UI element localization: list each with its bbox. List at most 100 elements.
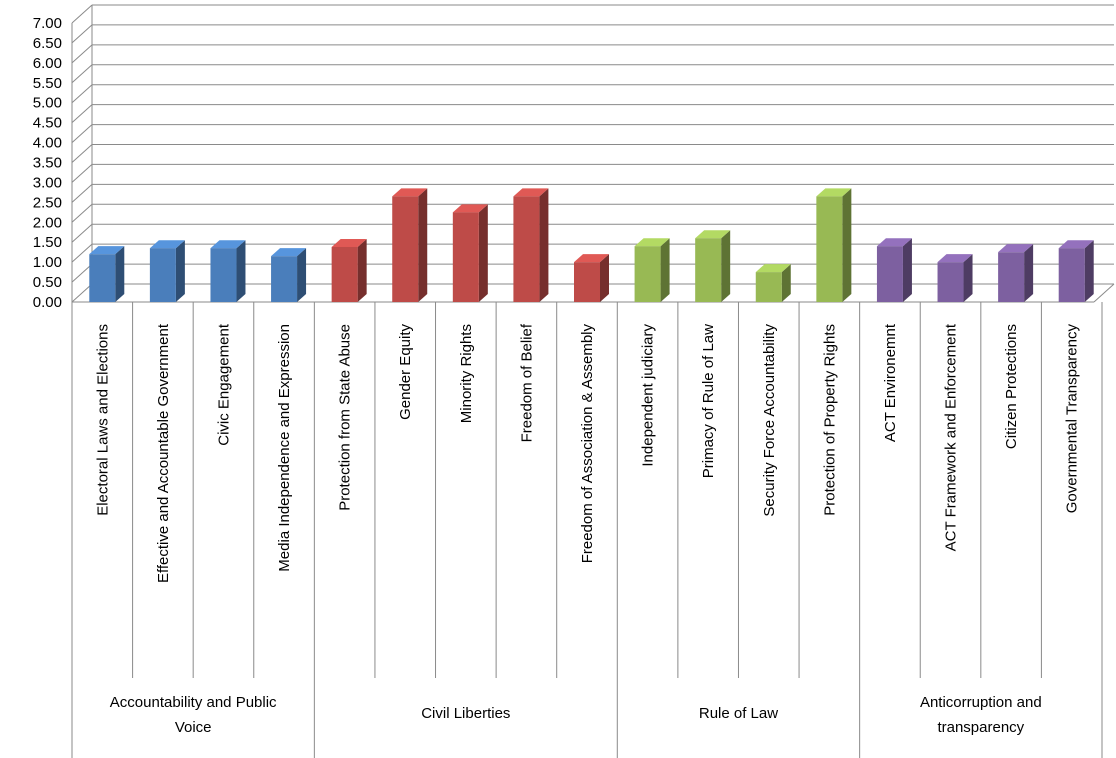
category-label: Security Force Accountability bbox=[761, 324, 778, 517]
y-tick-label: 1.50 bbox=[33, 234, 62, 251]
bar bbox=[271, 256, 298, 302]
bar-top bbox=[331, 238, 367, 247]
bar-top bbox=[513, 188, 549, 197]
category-label: Citizen Protections bbox=[1003, 324, 1020, 449]
bar-top bbox=[271, 248, 307, 257]
gridline-side bbox=[71, 84, 93, 104]
y-tick-label: 5.50 bbox=[33, 75, 62, 92]
y-tick-label: 0.50 bbox=[33, 274, 62, 291]
bar-top bbox=[937, 254, 973, 263]
y-tick-label: 4.50 bbox=[33, 115, 62, 132]
group-label: Voice bbox=[175, 719, 212, 736]
bar-side bbox=[1084, 240, 1094, 302]
gridline-side bbox=[71, 164, 93, 183]
group-label: Accountability and Public bbox=[110, 694, 277, 711]
floor-right-edge bbox=[1093, 283, 1115, 303]
bar-top bbox=[210, 240, 246, 249]
gridline-side bbox=[71, 283, 93, 303]
bar-side bbox=[721, 230, 731, 302]
bar-side bbox=[175, 240, 185, 302]
gridline-side bbox=[71, 64, 93, 84]
bar bbox=[331, 246, 358, 302]
y-tick-label: 2.50 bbox=[33, 194, 62, 211]
bar bbox=[210, 248, 237, 302]
group-label: Rule of Law bbox=[699, 705, 778, 722]
bar bbox=[392, 196, 419, 302]
category-label: Protection of Property Rights bbox=[821, 324, 838, 516]
gridline-side bbox=[71, 203, 93, 223]
bar-top bbox=[149, 240, 185, 249]
category-label: Freedom of Association & Assembly bbox=[579, 324, 596, 564]
y-tick-label: 3.50 bbox=[33, 155, 62, 172]
category-label: Independent judiciary bbox=[640, 324, 657, 467]
y-tick-label: 1.00 bbox=[33, 254, 62, 271]
category-label: Electoral Laws and Elections bbox=[94, 324, 111, 516]
category-label: ACT Framework and Enforcement bbox=[943, 323, 960, 551]
bar-side bbox=[539, 188, 549, 302]
bar-side bbox=[963, 254, 973, 302]
bar-side bbox=[236, 240, 246, 302]
category-label: Gender Equity bbox=[397, 324, 414, 420]
bar-top bbox=[816, 188, 852, 197]
gridline-side bbox=[71, 183, 93, 203]
bar bbox=[755, 272, 782, 302]
gridline-side bbox=[71, 223, 93, 243]
bar-top bbox=[452, 204, 488, 213]
bar bbox=[452, 212, 479, 302]
category-label: Primacy of Rule of Law bbox=[700, 324, 717, 478]
gridline-side bbox=[71, 4, 93, 24]
bar-top bbox=[755, 264, 791, 273]
bar-side bbox=[297, 248, 307, 302]
bar-side bbox=[478, 204, 488, 302]
y-tick-label: 3.00 bbox=[33, 174, 62, 191]
bar bbox=[695, 238, 722, 302]
bar-top bbox=[634, 238, 670, 247]
bar bbox=[634, 246, 661, 302]
y-tick-label: 7.00 bbox=[33, 15, 62, 32]
y-tick-label: 2.00 bbox=[33, 214, 62, 231]
bar-top bbox=[89, 246, 125, 255]
gridline-side bbox=[71, 243, 93, 263]
bar-side bbox=[418, 188, 428, 302]
gridline-side bbox=[71, 104, 93, 124]
bar bbox=[149, 248, 176, 302]
bar-side bbox=[115, 246, 125, 302]
group-label: Civil Liberties bbox=[421, 705, 510, 722]
bar-top bbox=[998, 244, 1034, 253]
category-label: Civic Engagement bbox=[215, 323, 232, 446]
bar bbox=[816, 196, 843, 302]
bar-side bbox=[1024, 244, 1034, 302]
bar bbox=[574, 262, 600, 302]
group-label: transparency bbox=[937, 719, 1024, 736]
bar bbox=[1058, 248, 1085, 302]
gridline-side bbox=[71, 124, 93, 143]
gridline-side bbox=[71, 24, 93, 44]
bar bbox=[937, 262, 964, 302]
bar-side bbox=[357, 238, 367, 302]
bar-side bbox=[781, 264, 791, 302]
bar-side bbox=[660, 238, 670, 302]
category-label: Minority Rights bbox=[458, 324, 475, 423]
gridline-side bbox=[71, 263, 93, 283]
bar-top bbox=[574, 254, 609, 263]
bar-side bbox=[842, 188, 852, 302]
bar-top bbox=[876, 238, 912, 247]
y-tick-label: 4.00 bbox=[33, 135, 62, 152]
category-label: Media Independence and Expression bbox=[276, 324, 293, 572]
group-label: Anticorruption and bbox=[920, 694, 1042, 711]
category-label: Governmental Transparency bbox=[1064, 324, 1081, 514]
y-tick-label: 6.50 bbox=[33, 35, 62, 52]
y-tick-label: 6.00 bbox=[33, 55, 62, 72]
bar bbox=[876, 246, 903, 302]
bar-top bbox=[392, 188, 428, 197]
bar-side bbox=[600, 254, 609, 302]
bar bbox=[89, 254, 116, 302]
category-label: ACT Environemnt bbox=[882, 323, 899, 442]
category-label: Freedom of Belief bbox=[518, 323, 535, 442]
bar bbox=[998, 252, 1025, 302]
bar-top bbox=[1058, 240, 1094, 249]
category-label: Effective and Accountable Government bbox=[155, 323, 172, 583]
bar bbox=[513, 196, 540, 302]
